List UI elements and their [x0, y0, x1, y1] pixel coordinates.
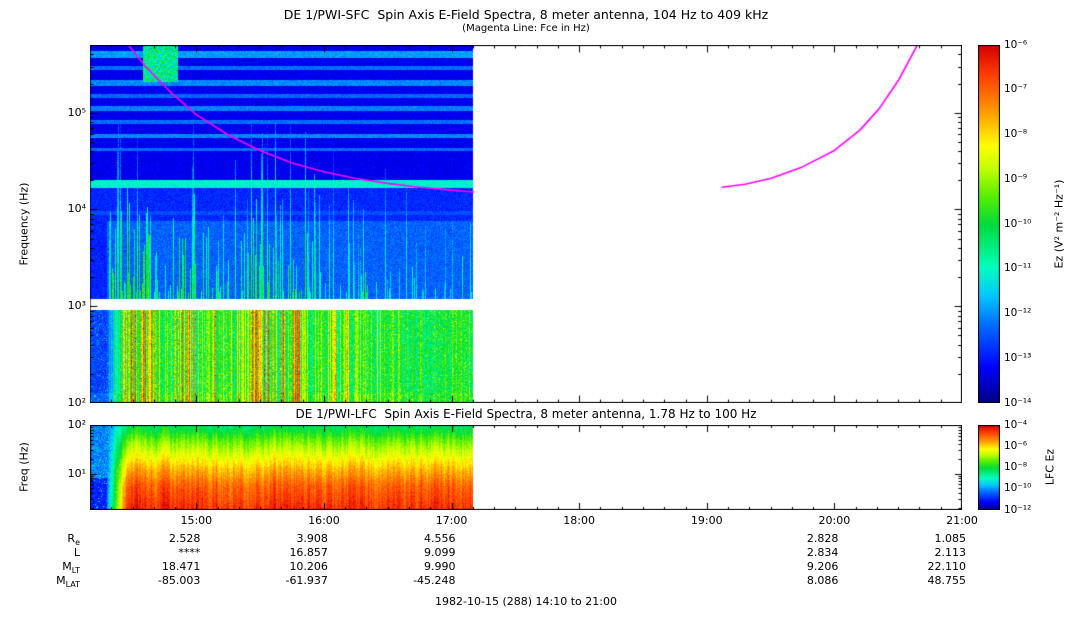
ephemeris-value: -85.003 — [157, 574, 201, 587]
row-label-mlat: MLAT — [8, 574, 80, 591]
date-caption: 1982-10-15 (288) 14:10 to 21:00 — [435, 595, 617, 608]
row-label-mlt-sub: LT — [71, 566, 80, 576]
time-tick-label: 19:00 — [690, 514, 723, 527]
sfc-colorbar-tick-label: 10⁻⁸ — [1004, 128, 1028, 140]
sfc-colorbar-tick-label: 10⁻¹² — [1004, 307, 1032, 319]
row-label-mlat-main: M — [56, 574, 66, 587]
sfc-colorbar-tick-label: 10⁻¹⁴ — [1004, 396, 1032, 409]
row-label-mlat-sub: LAT — [65, 580, 80, 590]
ephemeris-value: 4.556 — [424, 532, 456, 545]
ephemeris-value: 9.206 — [806, 560, 839, 573]
ephemeris-value: 22.110 — [927, 560, 967, 573]
sfc-spectrogram — [90, 45, 962, 403]
lfc-title: DE 1/PWI-LFC Spin Axis E-Field Spectra, … — [295, 407, 757, 421]
ephemeris-value: 2.528 — [168, 532, 201, 545]
ephemeris-value: 2.834 — [806, 546, 839, 559]
ephemeris-value: 10.206 — [289, 560, 328, 573]
ephemeris-value: 3.908 — [296, 532, 328, 545]
time-tick-label: 21:00 — [946, 514, 978, 527]
row-label-re-main: R — [67, 532, 76, 545]
sfc-title: DE 1/PWI-SFC Spin Axis E-Field Spectra, … — [283, 7, 769, 22]
row-label-l-main: L — [73, 546, 80, 559]
ephemeris-value: 9.099 — [424, 546, 456, 559]
time-tick-label: 17:00 — [435, 514, 468, 527]
ephemeris-value: 1.085 — [934, 532, 967, 545]
ephemeris-value: 16.857 — [289, 546, 328, 559]
row-label-re-sub: e — [75, 538, 80, 548]
row-label-mlt-main: M — [62, 560, 72, 573]
ephemeris-value: -61.937 — [285, 574, 328, 587]
lfc-colorbar-tick-label: 10⁻¹⁰ — [1004, 482, 1032, 495]
sfc-freq-tick-label: 10² — [67, 396, 86, 409]
sfc-colorbar — [978, 45, 1000, 403]
time-tick-label: 15:00 — [180, 514, 213, 527]
ephemeris-value: 18.471 — [161, 560, 201, 573]
lfc-freq-tick-label: 10² — [67, 418, 86, 431]
sfc-freq-tick-label: 10³ — [67, 299, 86, 313]
lfc-colorbar-tick-label: 10⁻⁴ — [1004, 418, 1028, 431]
sfc-freq-tick-label: 10⁵ — [67, 105, 86, 119]
lfc-spectrogram — [90, 425, 962, 510]
sfc-subtitle: (Magenta Line: Fce in Hz) — [462, 23, 590, 34]
time-tick-label: 18:00 — [563, 514, 595, 527]
sfc-colorbar-tick-label: 10⁻¹¹ — [1004, 262, 1032, 275]
ephemeris-value: **** — [178, 546, 201, 559]
sfc-colorbar-tick-label: 10⁻⁷ — [1004, 83, 1028, 96]
time-tick-label: 16:00 — [308, 514, 340, 527]
ephemeris-value: 2.113 — [934, 546, 967, 559]
lfc-freq-tick-label: 10¹ — [67, 466, 86, 480]
ephemeris-value: 48.755 — [927, 574, 967, 587]
sfc-freq-tick-label: 10⁴ — [67, 202, 86, 216]
sfc-colorbar-label: Ez (V² m⁻² Hz⁻¹) — [1052, 179, 1066, 269]
sfc-colorbar-tick-label: 10⁻¹³ — [1004, 351, 1032, 364]
sfc-y-axis-label: Frequency (Hz) — [17, 182, 31, 266]
lfc-colorbar-tick-label: 10⁻¹² — [1004, 503, 1032, 516]
ephemeris-value: -45.248 — [413, 574, 456, 587]
lfc-colorbar-tick-label: 10⁻⁸ — [1004, 461, 1028, 473]
time-tick-label: 20:00 — [818, 514, 851, 527]
ephemeris-value: 8.086 — [806, 574, 839, 587]
sfc-colorbar-tick-label: 10⁻¹⁰ — [1004, 217, 1032, 230]
lfc-colorbar-tick-label: 10⁻⁶ — [1004, 439, 1028, 452]
row-label-l: L — [8, 546, 80, 563]
lfc-colorbar — [978, 425, 1000, 510]
sfc-colorbar-tick-label: 10⁻⁶ — [1004, 38, 1028, 51]
ephemeris-value: 2.828 — [806, 532, 839, 545]
sfc-colorbar-tick-label: 10⁻⁹ — [1004, 172, 1028, 185]
row-label-mlt: MLT — [8, 560, 80, 577]
row-label-re: Re — [8, 532, 80, 549]
lfc-y-axis-label: Freq (Hz) — [17, 442, 31, 492]
ephemeris-value: 9.990 — [424, 560, 456, 573]
